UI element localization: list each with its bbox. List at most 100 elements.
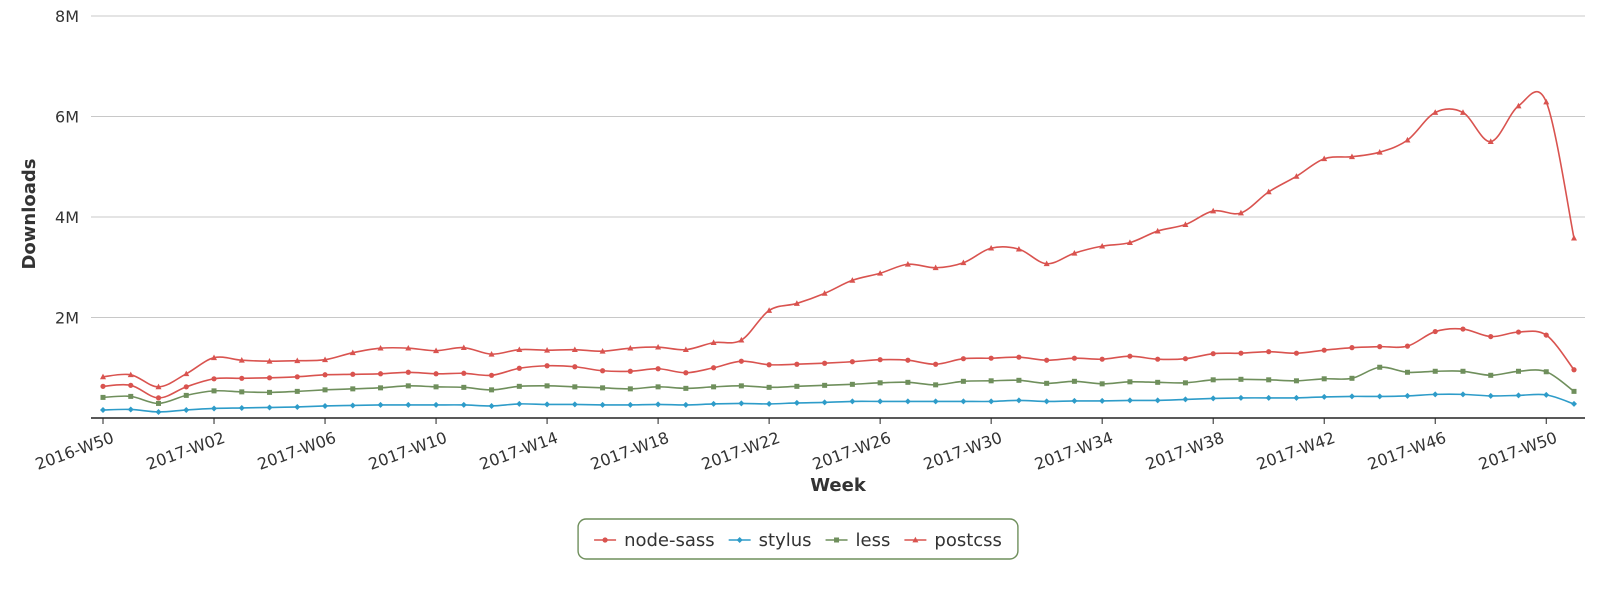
data-point-postcss xyxy=(1515,102,1522,109)
data-point-less xyxy=(267,389,273,395)
data-point-less xyxy=(1349,375,1355,381)
data-point-less xyxy=(1210,377,1216,383)
data-point-node-sass xyxy=(294,374,300,380)
data-point-less xyxy=(655,384,661,390)
data-point-less xyxy=(1044,380,1050,386)
x-tick-label: 2017-W10 xyxy=(366,428,450,474)
data-point-node-sass xyxy=(183,384,189,390)
legend-item-less[interactable]: less xyxy=(825,530,891,551)
data-point-postcss xyxy=(460,344,467,351)
legend-marker xyxy=(602,537,608,543)
legend-marker xyxy=(912,536,919,543)
data-point-stylus xyxy=(738,400,745,407)
data-point-postcss xyxy=(1376,148,1383,155)
data-point-stylus xyxy=(1321,393,1328,400)
x-tick-label: 2017-W22 xyxy=(699,428,783,474)
data-point-node-sass xyxy=(1016,354,1022,360)
data-point-node-sass xyxy=(794,361,800,367)
legend-item-node-sass[interactable]: node-sass xyxy=(594,530,715,551)
data-point-less xyxy=(461,384,467,390)
x-tick-label: 2017-W26 xyxy=(810,428,894,474)
series-lines xyxy=(100,90,1577,415)
data-point-less xyxy=(1127,379,1133,385)
data-point-postcss xyxy=(349,349,356,356)
legend: node-sass stylus less postcss xyxy=(577,518,1019,560)
legend-item-postcss[interactable]: postcss xyxy=(904,530,1002,551)
data-point-less xyxy=(1404,369,1410,375)
data-point-stylus xyxy=(433,401,440,408)
data-point-stylus xyxy=(1071,397,1078,404)
data-point-less xyxy=(877,380,883,386)
data-point-less xyxy=(294,388,300,394)
data-point-stylus xyxy=(155,408,162,415)
data-point-stylus xyxy=(1487,392,1494,399)
data-point-stylus xyxy=(211,405,218,412)
data-point-less xyxy=(1515,368,1521,374)
data-point-stylus xyxy=(627,401,634,408)
data-point-postcss xyxy=(1432,109,1439,115)
data-point-postcss xyxy=(1404,136,1411,143)
series-line-postcss xyxy=(102,90,1575,388)
data-point-stylus xyxy=(1126,397,1133,404)
data-point-postcss xyxy=(1348,153,1355,160)
data-point-node-sass xyxy=(1044,357,1050,363)
data-point-postcss xyxy=(1210,207,1217,214)
data-point-stylus xyxy=(127,406,134,413)
data-point-node-sass xyxy=(350,371,356,377)
data-point-node-sass xyxy=(1238,350,1244,356)
data-point-postcss xyxy=(544,346,551,353)
data-point-less xyxy=(128,393,134,399)
data-point-stylus xyxy=(1043,398,1050,405)
data-point-postcss xyxy=(627,344,634,351)
data-point-postcss xyxy=(1487,138,1494,145)
data-point-node-sass xyxy=(933,361,939,367)
data-point-less xyxy=(1571,388,1577,394)
data-point-stylus xyxy=(1515,392,1522,399)
data-point-stylus xyxy=(377,401,384,408)
data-point-postcss xyxy=(1293,173,1300,179)
data-point-stylus xyxy=(1293,394,1300,401)
data-point-stylus xyxy=(1099,397,1106,404)
data-point-stylus xyxy=(1265,394,1272,401)
data-point-less xyxy=(1321,376,1327,382)
data-point-stylus xyxy=(1432,391,1439,398)
data-point-stylus xyxy=(821,399,828,406)
data-point-node-sass xyxy=(377,371,384,377)
data-point-postcss xyxy=(1321,155,1328,162)
data-point-postcss xyxy=(1154,227,1161,234)
data-point-less xyxy=(1460,368,1466,374)
data-point-stylus xyxy=(1376,393,1383,400)
data-point-postcss xyxy=(571,346,578,353)
data-point-postcss xyxy=(127,371,134,378)
data-point-node-sass xyxy=(1210,351,1216,357)
data-point-stylus xyxy=(793,399,800,406)
data-point-node-sass xyxy=(627,368,633,374)
y-tick-label: 6M xyxy=(55,108,79,127)
data-point-node-sass xyxy=(1182,356,1189,362)
data-point-node-sass xyxy=(738,358,744,364)
data-point-postcss xyxy=(433,347,440,354)
data-point-less xyxy=(711,384,717,390)
data-point-stylus xyxy=(266,404,273,411)
data-point-postcss xyxy=(766,307,773,313)
x-tick-label: 2017-W50 xyxy=(1476,428,1560,474)
data-point-stylus xyxy=(1404,392,1411,399)
data-point-node-sass xyxy=(266,375,273,381)
data-point-postcss xyxy=(488,350,495,357)
data-point-less xyxy=(572,384,578,390)
data-point-postcss xyxy=(1099,242,1106,249)
legend-item-stylus[interactable]: stylus xyxy=(728,530,812,551)
x-tick-label: 2016-W50 xyxy=(33,428,117,474)
data-point-postcss xyxy=(405,344,412,351)
data-point-node-sass xyxy=(877,357,883,363)
data-point-postcss xyxy=(1015,245,1022,252)
series-stylus xyxy=(100,391,1577,415)
data-point-less xyxy=(1266,377,1272,383)
data-point-node-sass xyxy=(1571,367,1577,373)
data-point-stylus xyxy=(1015,397,1022,404)
x-tick-label: 2017-W30 xyxy=(921,428,1005,474)
data-point-less xyxy=(627,386,633,392)
y-tick-label: 4M xyxy=(55,208,79,227)
data-point-postcss xyxy=(988,244,995,251)
data-point-stylus xyxy=(294,403,301,410)
